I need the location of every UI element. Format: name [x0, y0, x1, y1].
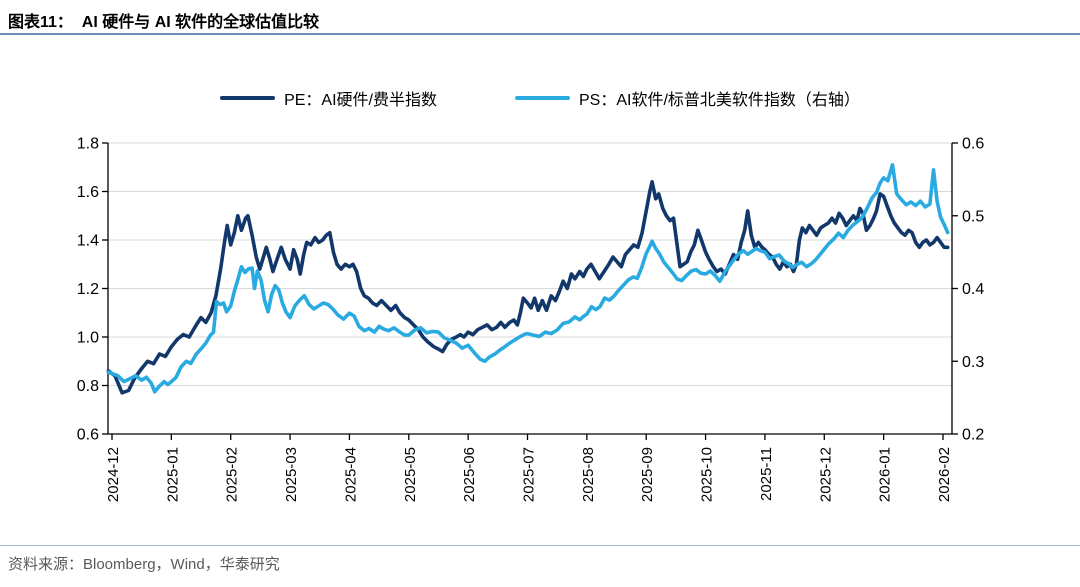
svg-text:2025-03: 2025-03	[283, 447, 300, 502]
grid-lines	[108, 142, 952, 386]
legend-item-pe: PE：AI硬件/费半指数	[220, 86, 437, 110]
svg-text:2025-08: 2025-08	[580, 447, 597, 502]
legend-label-pe: PE：AI硬件/费半指数	[284, 92, 437, 109]
pe-line-swatch	[220, 96, 276, 100]
svg-text:2025-09: 2025-09	[639, 447, 656, 502]
svg-text:0.2: 0.2	[962, 427, 984, 444]
ps-line	[106, 163, 950, 394]
chart-title: 图表11： AI 硬件与 AI 软件的全球估值比较	[8, 14, 320, 31]
x-tick-labels: 2024-12 2025-01 2025-02 2025-03 2025-04 2025-…	[105, 447, 953, 502]
pe-line	[106, 180, 950, 395]
legend-item-ps: PS：AI软件/标普北美软件指数（右轴）	[515, 86, 860, 110]
ps-line-swatch	[515, 96, 570, 100]
right-tick-labels: 0.2 0.3 0.4 0.5 0.6	[962, 136, 984, 444]
svg-text:0.3: 0.3	[962, 354, 984, 371]
svg-text:2025-04: 2025-04	[342, 447, 359, 502]
svg-text:0.5: 0.5	[962, 208, 984, 225]
svg-text:1.4: 1.4	[77, 233, 99, 250]
svg-text:2025-01: 2025-01	[164, 447, 181, 502]
axes	[102, 142, 958, 440]
svg-text:2025-05: 2025-05	[402, 447, 419, 502]
svg-text:2025-11: 2025-11	[758, 447, 775, 501]
svg-text:2025-02: 2025-02	[224, 447, 241, 502]
chart-legend: PE：AI硬件/费半指数 PS：AI软件/标普北美软件指数（右轴）	[0, 86, 1080, 110]
svg-text:2025-10: 2025-10	[699, 447, 716, 502]
svg-text:2026-02: 2026-02	[936, 447, 953, 502]
svg-text:2025-06: 2025-06	[461, 447, 478, 502]
title-underline	[0, 33, 1080, 35]
svg-text:1.2: 1.2	[77, 281, 99, 298]
svg-text:0.6: 0.6	[77, 427, 99, 444]
legend-label-ps: PS：AI软件/标普北美软件指数（右轴）	[579, 92, 860, 109]
svg-text:2024-12: 2024-12	[105, 447, 122, 502]
svg-text:1.8: 1.8	[77, 136, 99, 153]
svg-text:1.0: 1.0	[77, 330, 99, 347]
footer-divider	[0, 545, 1080, 546]
svg-text:0.6: 0.6	[962, 136, 984, 153]
left-tick-labels: 0.6 0.8 1.0 1.2 1.4 1.6 1.8	[77, 136, 99, 444]
svg-text:0.4: 0.4	[962, 281, 984, 298]
svg-text:2026-01: 2026-01	[877, 447, 894, 502]
svg-text:2025-07: 2025-07	[521, 447, 538, 502]
source-note: 资料来源：Bloomberg，Wind，华泰研究	[8, 556, 280, 573]
svg-text:0.8: 0.8	[77, 378, 99, 395]
svg-text:1.6: 1.6	[77, 184, 99, 201]
svg-text:2025-12: 2025-12	[817, 447, 834, 502]
